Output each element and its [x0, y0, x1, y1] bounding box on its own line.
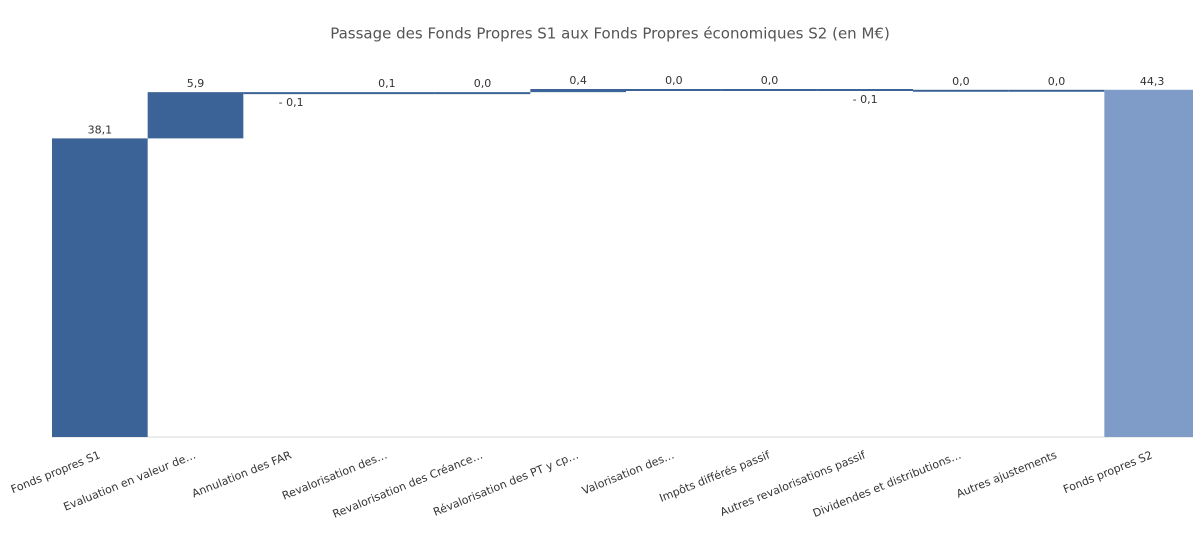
value-label: 0,4 [569, 74, 587, 87]
chart-title: Passage des Fonds Propres S1 aux Fonds P… [330, 25, 890, 43]
x-tick-label: Fonds propres S2 [1061, 449, 1154, 497]
bar [339, 92, 435, 95]
value-label: - 0,1 [853, 93, 878, 106]
x-tick-label: Revalorisation des Créance… [331, 449, 485, 521]
x-tick-label: Fonds propres S1 [9, 449, 102, 497]
bar [817, 89, 913, 91]
x-tick-label: Annulation des FAR [190, 448, 294, 500]
value-label: 0,0 [1048, 75, 1066, 88]
value-label: 0,0 [665, 74, 683, 87]
bar [530, 89, 626, 93]
bar [434, 92, 531, 95]
value-label: 0,0 [952, 75, 970, 88]
value-label: - 0,1 [279, 96, 304, 109]
value-label: 0,0 [474, 77, 492, 90]
value-label: 38,1 [88, 123, 113, 136]
bar [147, 92, 244, 139]
bar [721, 89, 818, 91]
x-tick-label: Autres ajustements [955, 448, 1059, 500]
value-label: 0,1 [378, 77, 396, 90]
bar [626, 89, 722, 91]
value-label: 44,3 [1140, 75, 1165, 88]
bar [1104, 89, 1193, 437]
bar [243, 92, 339, 95]
value-label: 5,9 [187, 77, 205, 90]
bar [1008, 89, 1105, 92]
bar [52, 138, 148, 438]
value-label: 0,0 [761, 74, 779, 87]
bar [913, 89, 1009, 92]
